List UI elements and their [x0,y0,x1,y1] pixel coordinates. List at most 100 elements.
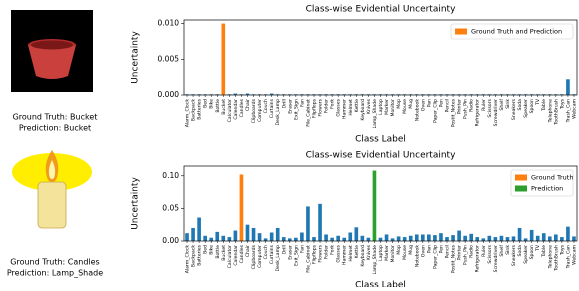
x-tick-label: Screwdriver [493,99,499,126]
bar [445,237,449,241]
bar [185,233,189,241]
bar [355,227,359,241]
x-tick-label: Glasses [336,98,342,116]
x-tick-label: Bed [203,99,209,108]
bar [512,236,516,241]
x-tick-label: Notebook [414,99,420,121]
x-tick-label: Folder [324,99,330,113]
bar [306,206,310,241]
x-tick-label: Desk_Lamp [275,245,281,272]
x-tick-label: Sneakers [511,244,517,266]
x-tick-label: Oven [420,99,426,111]
bar [566,79,570,95]
x-tick-label: ToothBrush [553,99,559,126]
bar [500,236,504,241]
bar [300,233,304,241]
x-tick-label: Pan [426,99,432,107]
x-tick-label: Bottle [215,99,221,113]
x-tick-label: Calendar [233,99,239,120]
x-tick-label: Trash_Can [565,245,571,269]
x-tick-label: Ruler [481,99,487,111]
bar [409,236,413,241]
x-tick-label: Spoon [529,245,535,259]
x-tick-label: Radio [469,99,475,112]
bar [427,234,431,241]
x-tick-label: Laptop [378,99,384,115]
x-tick-label: Flipflops [311,98,317,118]
x-tick-label: Table [541,245,547,258]
x-tick-label: Mug [408,245,414,255]
legend-swatch [455,29,467,35]
x-tick-label: Scissors [487,98,493,117]
bar [324,234,328,241]
x-tick-label: Batteries [197,98,203,119]
chart-title: Class-wise Evidential Uncertainty [306,151,457,161]
bar [330,238,334,241]
x-tick-label: Hammer [342,245,348,265]
x-tick-label: Eraser [287,245,293,260]
x-tick-label: Fan [299,245,305,253]
y-tick-label: 0.000 [158,90,180,99]
x-tick-label: Exit_Sign [293,99,299,120]
x-tick-label: Eraser [287,99,293,114]
bar [488,236,492,241]
x-tick-label: Sneakers [511,98,517,120]
x-tick-label: Flowers [318,98,324,116]
bar [518,228,522,241]
bar [336,236,340,241]
bar [536,236,540,241]
legend-label: Prediction [531,185,563,193]
x-tick-label: Keyboard [360,245,366,267]
x-tick-label: Pen [438,99,444,107]
x-tick-label: Sink [505,99,511,109]
x-tick-label: Batteries [197,244,203,265]
x-tick-label: Speaker [523,99,529,118]
bar [457,231,461,241]
bar [294,238,298,241]
x-tick-label: Clipboards [251,98,257,123]
x-tick-label: Chair [245,99,251,111]
x-tick-label: Alarm_Clock [185,99,191,128]
x-tick-label: Toys [559,98,565,110]
bar [494,237,498,241]
bar [228,237,232,241]
bar [542,233,546,241]
x-tick-label: Oven [420,245,426,257]
x-tick-label: Refrigerator [475,99,481,127]
bar [270,233,274,241]
x-tick-label: Lamp_Shade [372,245,378,275]
x-tick-label: Knives [366,244,372,260]
x-tick-label: Alarm_Clock [185,245,191,274]
x-tick-label: Scissors [487,244,493,263]
bucket-image [11,10,93,92]
x-tick-label: Flipflops [311,244,317,264]
x-tick-label: Shelf [499,245,505,257]
x-tick-label: Push_Pin [463,99,469,119]
x-tick-label: Marker [384,245,390,261]
x-tick-label: Folder [324,245,330,259]
y-tick-label: 0.10 [162,171,179,180]
bar [385,234,389,241]
x-tick-label: Fan [299,99,305,107]
x-tick-label: Drill [281,99,287,108]
x-tick-label: File_Cabinet [305,245,311,273]
x-tick-label: Mouse [402,245,408,260]
bar [391,238,395,241]
x-tick-label: Pencil [445,99,451,112]
x-tick-label: TV [535,244,541,252]
bar [397,236,401,241]
caption-prediction: Prediction: Lamp_Shade [7,269,103,278]
x-tick-label: Drill [281,245,287,254]
x-tick-label: Kettle [354,99,360,112]
bar [282,237,286,241]
x-tick-label: Refrigerator [475,245,481,273]
x-tick-label: Bike [209,245,215,255]
bar [318,204,322,241]
x-tick-label: Paper_Clip [432,99,438,123]
x-tick-label: Soda [517,99,523,111]
x-tick-label: Backpack [191,99,197,121]
x-tick-label: Candles [239,244,245,263]
bar [463,236,467,241]
bar [234,231,238,241]
caption-prediction: Prediction: Bucket [19,124,91,133]
